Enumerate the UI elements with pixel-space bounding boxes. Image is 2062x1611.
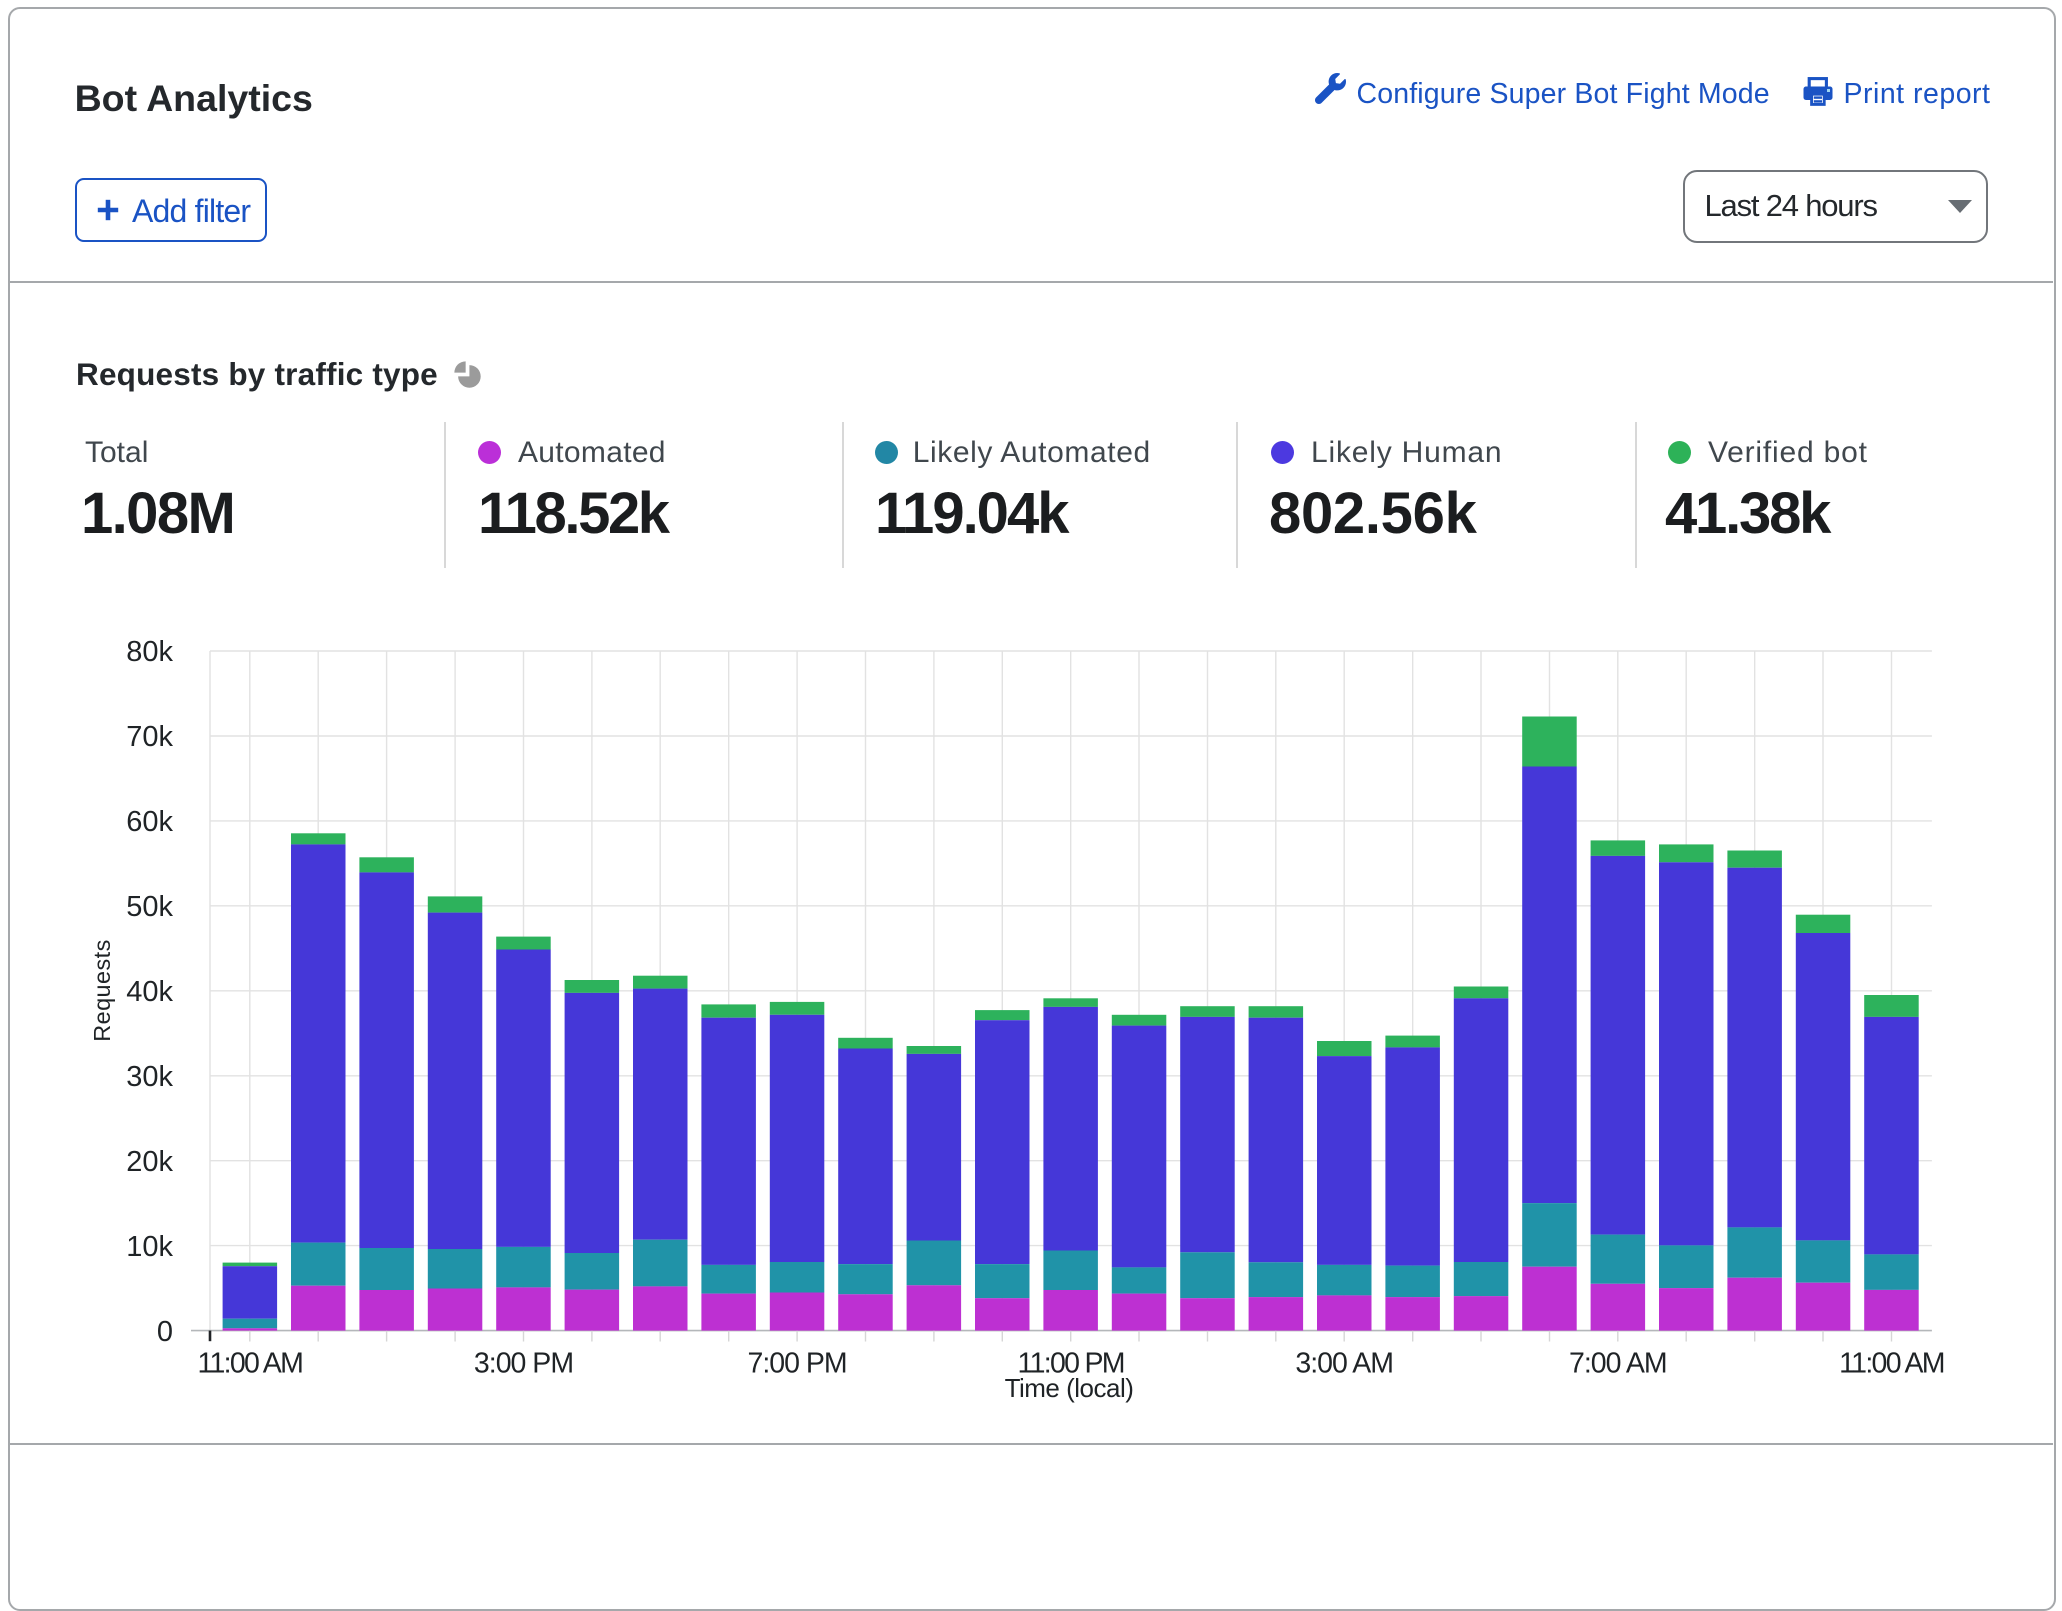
svg-text:80k: 80k [126, 636, 173, 668]
svg-text:11:00 AM: 11:00 AM [1839, 1348, 1944, 1380]
svg-text:7:00 PM: 7:00 PM [748, 1348, 847, 1380]
svg-text:7:00 AM: 7:00 AM [1569, 1348, 1667, 1380]
svg-text:10k: 10k [126, 1231, 173, 1263]
svg-text:Requests: Requests [89, 939, 115, 1041]
svg-text:30k: 30k [126, 1061, 173, 1093]
svg-text:50k: 50k [126, 891, 173, 923]
svg-text:11:00 AM: 11:00 AM [197, 1348, 302, 1380]
svg-text:0: 0 [157, 1316, 173, 1348]
svg-text:11:00 PM: 11:00 PM [1018, 1348, 1124, 1380]
svg-text:70k: 70k [126, 721, 173, 753]
svg-text:20k: 20k [126, 1146, 173, 1178]
svg-text:3:00 PM: 3:00 PM [474, 1348, 573, 1380]
svg-text:Time (local): Time (local) [1005, 1373, 1134, 1403]
svg-text:60k: 60k [126, 806, 173, 838]
svg-text:3:00 AM: 3:00 AM [1295, 1348, 1393, 1380]
svg-text:40k: 40k [126, 976, 173, 1008]
